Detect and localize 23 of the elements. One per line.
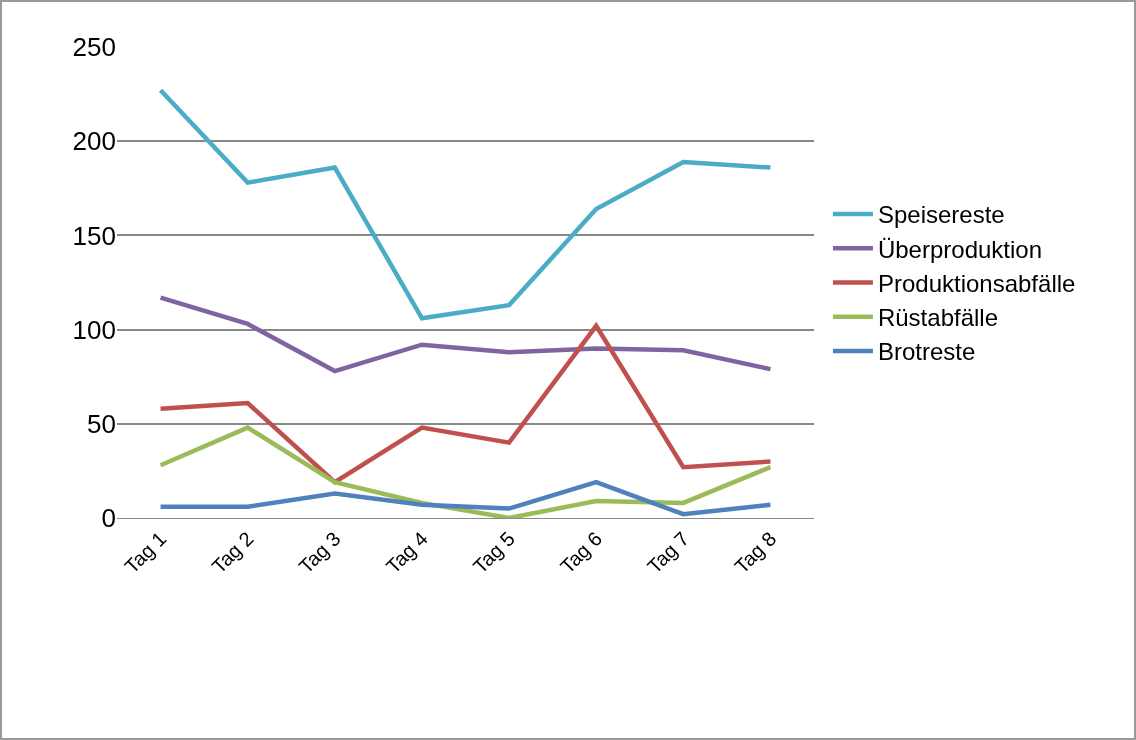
line-series — [158, 425, 773, 518]
legend-label: Rüstabfälle — [877, 304, 999, 332]
y-tick-label: 200 — [72, 126, 116, 157]
x-tick-label: Tag 6 — [555, 527, 607, 578]
line-series — [158, 88, 773, 321]
x-tick-label: Tag 5 — [468, 527, 519, 578]
x-tick-label: Tag 8 — [730, 527, 781, 578]
x-tick-label: Tag 2 — [207, 527, 258, 578]
line-series — [158, 479, 773, 517]
x-tick-label: Tag 3 — [294, 527, 345, 578]
line-series — [158, 295, 773, 374]
legend-label: Speisereste — [877, 201, 1005, 229]
y-tick-label: 100 — [72, 314, 116, 345]
legend-label: Brotreste — [877, 338, 976, 366]
x-tick-label: Tag 1 — [120, 527, 171, 578]
y-tick-label: 50 — [87, 408, 116, 439]
y-tick-label: 150 — [72, 220, 116, 251]
x-tick-label: Tag 4 — [381, 527, 432, 578]
y-tick-label: 250 — [72, 32, 116, 63]
x-tick-label: Tag 7 — [643, 527, 694, 578]
legend-label: Überproduktion — [877, 235, 1043, 263]
legend-label: Produktionsabfälle — [877, 269, 1076, 297]
y-tick-label: 0 — [101, 503, 116, 534]
